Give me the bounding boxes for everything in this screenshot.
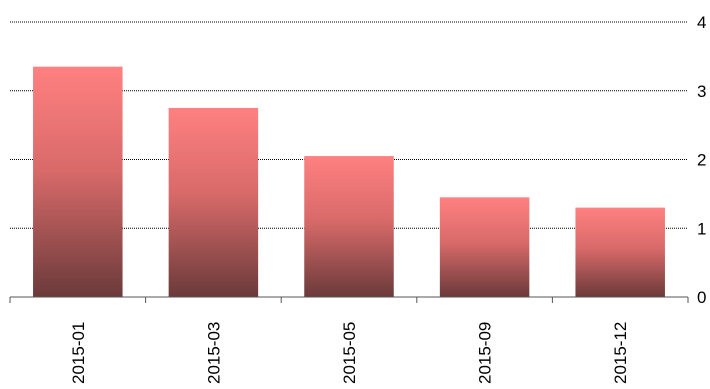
y-tick-label: 3 (697, 82, 706, 101)
x-axis (9, 296, 689, 303)
bar (439, 197, 530, 297)
bar (168, 107, 259, 297)
bars (33, 66, 665, 297)
y-tick-label: 4 (697, 13, 706, 32)
y-tick-label: 2 (697, 151, 706, 170)
x-tick-label: 2015-09 (476, 322, 495, 384)
y-axis-tick-labels: 0 1 2 3 4 (697, 13, 706, 307)
y-tick-label: 1 (697, 219, 706, 238)
x-axis-tick-labels: 2015-01 2015-03 2015-05 2015-09 2015-12 (69, 322, 630, 384)
bar (575, 207, 665, 297)
y-tick-label: 0 (697, 288, 706, 307)
bar (33, 66, 123, 297)
x-tick-label: 2015-03 (204, 322, 223, 384)
bar (304, 156, 394, 297)
x-tick-label: 2015-05 (340, 322, 359, 384)
x-tick-label: 2015-01 (69, 322, 88, 384)
x-tick-label: 2015-12 (611, 322, 630, 384)
